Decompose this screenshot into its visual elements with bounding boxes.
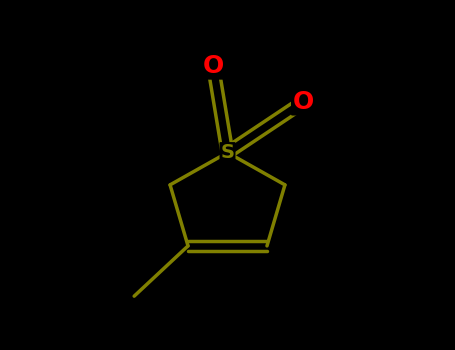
Text: O: O <box>202 54 224 78</box>
Text: S: S <box>221 143 234 162</box>
Text: O: O <box>292 90 313 114</box>
